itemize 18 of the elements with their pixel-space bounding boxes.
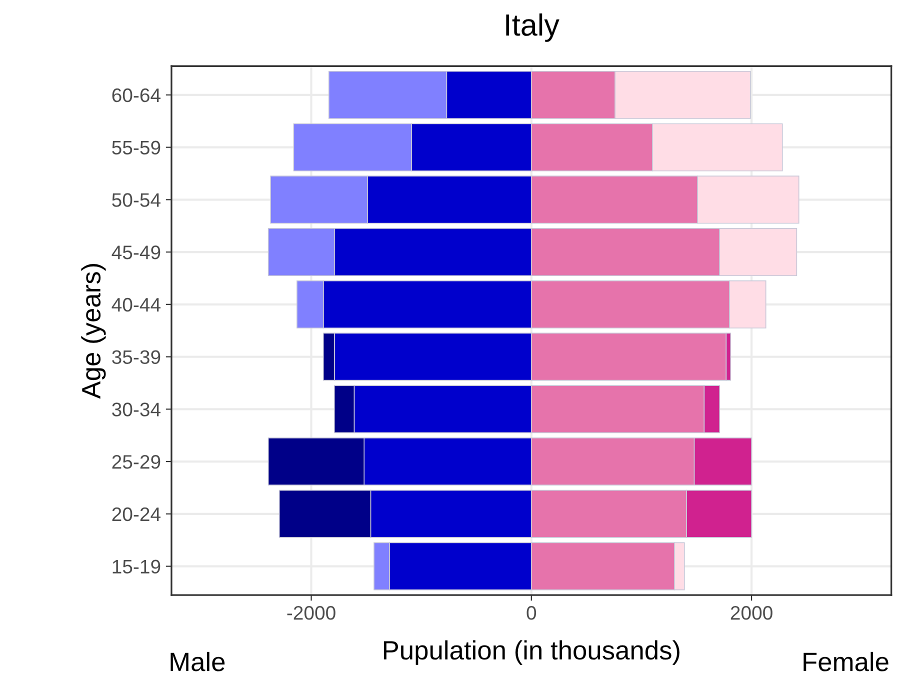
x-tick-label: 2000 (730, 606, 772, 620)
x-axis-title: Pupulation (in thousands) (384, 640, 680, 665)
text: Male (170, 652, 225, 672)
x-tick-label: 0 (526, 606, 536, 620)
y-tick-label: 25-29 (112, 455, 160, 469)
y-axis-title: Age (years) (81, 264, 106, 399)
y-tick-label: 45-49 (112, 246, 160, 260)
y-tick-label: 40-44 (112, 298, 160, 312)
y-tick-label: 30-34 (112, 402, 160, 416)
text: Female (804, 652, 888, 672)
y-tick-label: 35-39 (112, 350, 160, 364)
chart-title: Italy (506, 13, 560, 42)
y-tick-label: 55-59 (112, 140, 160, 155)
y-tick-label: 60-64 (112, 88, 160, 102)
y-tick-label: 20-24 (112, 507, 160, 522)
x-tick-label: -2000 (287, 606, 336, 620)
y-tick-label: 50-54 (112, 193, 160, 207)
y-tick-label: 15-19 (112, 560, 160, 574)
